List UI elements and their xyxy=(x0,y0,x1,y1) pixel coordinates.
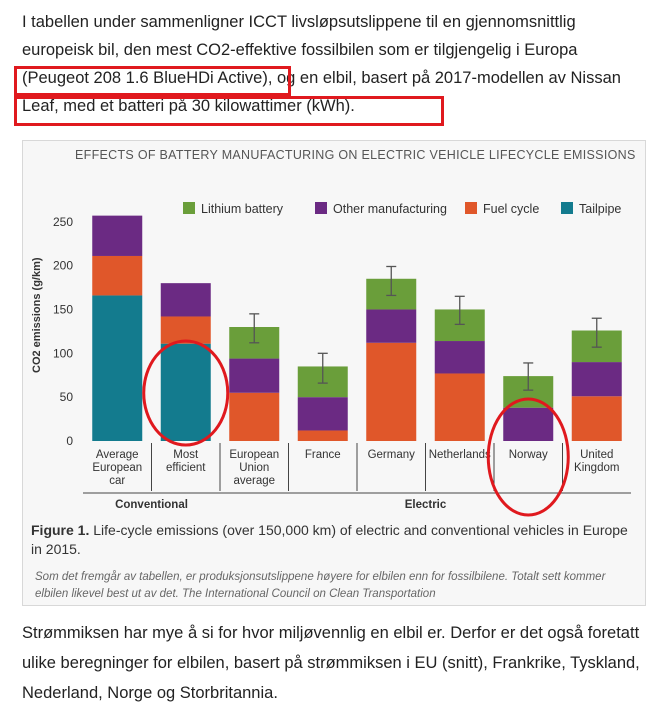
bar-segment-fuel-cycle xyxy=(297,430,348,441)
bar-segment-fuel-cycle xyxy=(571,396,622,441)
bar-segment-tailpipe xyxy=(160,343,211,441)
bar-segment-fuel-cycle xyxy=(229,392,280,441)
legend-label-fuel-cycle: Fuel cycle xyxy=(483,202,539,216)
y-axis-title: CO2 emissions (g/km) xyxy=(31,257,43,373)
bar-segment-fuel-cycle xyxy=(160,316,211,344)
bar-segment-fuel-cycle xyxy=(434,373,485,441)
bar-segment-other-manufacturing xyxy=(571,362,622,397)
x-tick-label: Netherlands xyxy=(429,449,491,461)
y-tick-label: 50 xyxy=(60,390,74,404)
intro-text-a: I tabellen under sammenligner ICCT livsl… xyxy=(22,13,578,59)
figure-caption: Figure 1. Life-cycle emissions (over 150… xyxy=(31,521,637,559)
legend-swatch-lithium xyxy=(183,202,195,214)
figure-caption-text: Life-cycle emissions (over 150,000 km) o… xyxy=(31,522,628,557)
chart-title: EFFECTS OF BATTERY MANUFACTURING ON ELEC… xyxy=(75,148,636,162)
x-tick-label: Kingdom xyxy=(574,462,619,474)
bar-segment-other-manufacturing xyxy=(366,309,417,343)
x-tick-label: United xyxy=(580,449,613,461)
y-tick-label: 200 xyxy=(53,259,73,273)
highlight-peugeot: (Peugeot 208 1.6 BlueHDi Active) xyxy=(22,69,268,87)
x-tick-label: European xyxy=(92,462,142,474)
highlight-circle xyxy=(486,397,570,517)
x-tick-label: average xyxy=(233,475,275,487)
legend-swatch-tailpipe xyxy=(561,202,573,214)
legend-swatch-fuel-cycle xyxy=(465,202,477,214)
legend-label-other-manufacturing: Other manufacturing xyxy=(333,202,447,216)
x-tick-label: Average xyxy=(96,449,139,461)
legend-label-lithium: Lithium battery xyxy=(201,202,284,216)
x-tick-label: Most xyxy=(173,449,199,461)
intro-text-b: , og en elbil, basert på 2017-modellen a… xyxy=(267,69,571,87)
highlight-nissan-leaf: Nissan Leaf, med et batteri på 30 kilowa… xyxy=(22,69,621,115)
figure: EFFECTS OF BATTERY MANUFACTURING ON ELEC… xyxy=(22,140,646,606)
figure-source: Som det fremgår av tabellen, er produksj… xyxy=(35,571,606,600)
y-tick-label: 250 xyxy=(53,215,73,229)
x-tick-label: efficient xyxy=(166,462,206,474)
bar-segment-other-manufacturing xyxy=(434,341,485,374)
figure-caption-label: Figure 1. xyxy=(31,522,90,538)
legend-label-tailpipe: Tailpipe xyxy=(579,202,621,216)
bar-segment-other-manufacturing xyxy=(229,358,280,393)
x-tick-label: Union xyxy=(239,462,269,474)
bar-segment-tailpipe xyxy=(92,295,143,441)
bar-segment-other-manufacturing xyxy=(92,215,143,256)
bar-segment-other-manufacturing xyxy=(160,283,211,317)
y-tick-label: 100 xyxy=(53,346,73,360)
x-tick-label: European xyxy=(229,449,279,461)
x-tick-label: Germany xyxy=(368,449,416,461)
bar-segment-other-manufacturing xyxy=(503,407,554,441)
x-tick-label: car xyxy=(109,475,125,487)
y-tick-label: 150 xyxy=(53,302,73,316)
group-label: Conventional xyxy=(115,499,188,511)
highlight-circle xyxy=(142,339,230,447)
x-tick-label: France xyxy=(305,449,341,461)
legend-swatch-other-manufacturing xyxy=(315,202,327,214)
bar-segment-other-manufacturing xyxy=(297,397,348,431)
bar-segment-fuel-cycle xyxy=(366,342,417,441)
bar-segment-fuel-cycle xyxy=(92,255,143,296)
y-tick-label: 0 xyxy=(66,434,73,448)
intro-paragraph: I tabellen under sammenligner ICCT livsl… xyxy=(22,8,642,120)
group-label: Electric xyxy=(405,499,447,511)
outro-paragraph: Strømmiksen har mye å si for hvor miljøv… xyxy=(22,624,640,702)
lifecycle-emissions-chart: EFFECTS OF BATTERY MANUFACTURING ON ELEC… xyxy=(31,148,636,517)
x-tick-label: Norway xyxy=(509,449,548,461)
